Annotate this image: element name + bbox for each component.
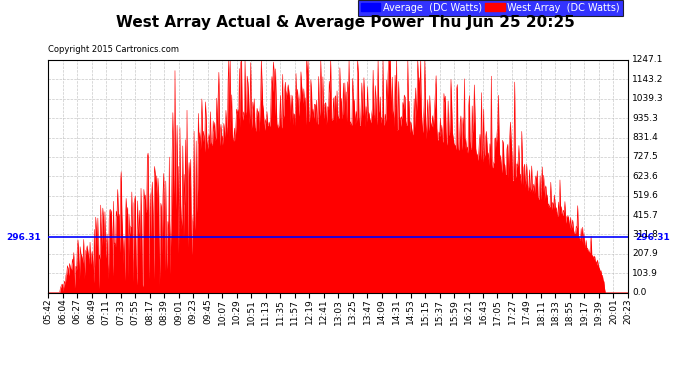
Text: 831.4: 831.4 xyxy=(632,133,658,142)
Text: 1143.2: 1143.2 xyxy=(632,75,664,84)
Text: 207.9: 207.9 xyxy=(632,249,658,258)
Text: Copyright 2015 Cartronics.com: Copyright 2015 Cartronics.com xyxy=(48,45,179,54)
Text: 727.5: 727.5 xyxy=(632,152,658,161)
Text: 1247.1: 1247.1 xyxy=(632,56,664,64)
Text: 519.6: 519.6 xyxy=(632,191,658,200)
Text: 1039.3: 1039.3 xyxy=(632,94,664,103)
Text: 415.7: 415.7 xyxy=(632,210,658,219)
Text: 311.8: 311.8 xyxy=(632,230,658,239)
Text: 103.9: 103.9 xyxy=(632,268,658,278)
Text: 0.0: 0.0 xyxy=(632,288,647,297)
Text: 623.6: 623.6 xyxy=(632,172,658,181)
Text: 935.3: 935.3 xyxy=(632,114,658,123)
Text: West Array Actual & Average Power Thu Jun 25 20:25: West Array Actual & Average Power Thu Ju… xyxy=(115,15,575,30)
Text: 296.31: 296.31 xyxy=(7,233,41,242)
Text: 296.31: 296.31 xyxy=(635,233,669,242)
Legend: Average  (DC Watts), West Array  (DC Watts): Average (DC Watts), West Array (DC Watts… xyxy=(358,0,623,16)
